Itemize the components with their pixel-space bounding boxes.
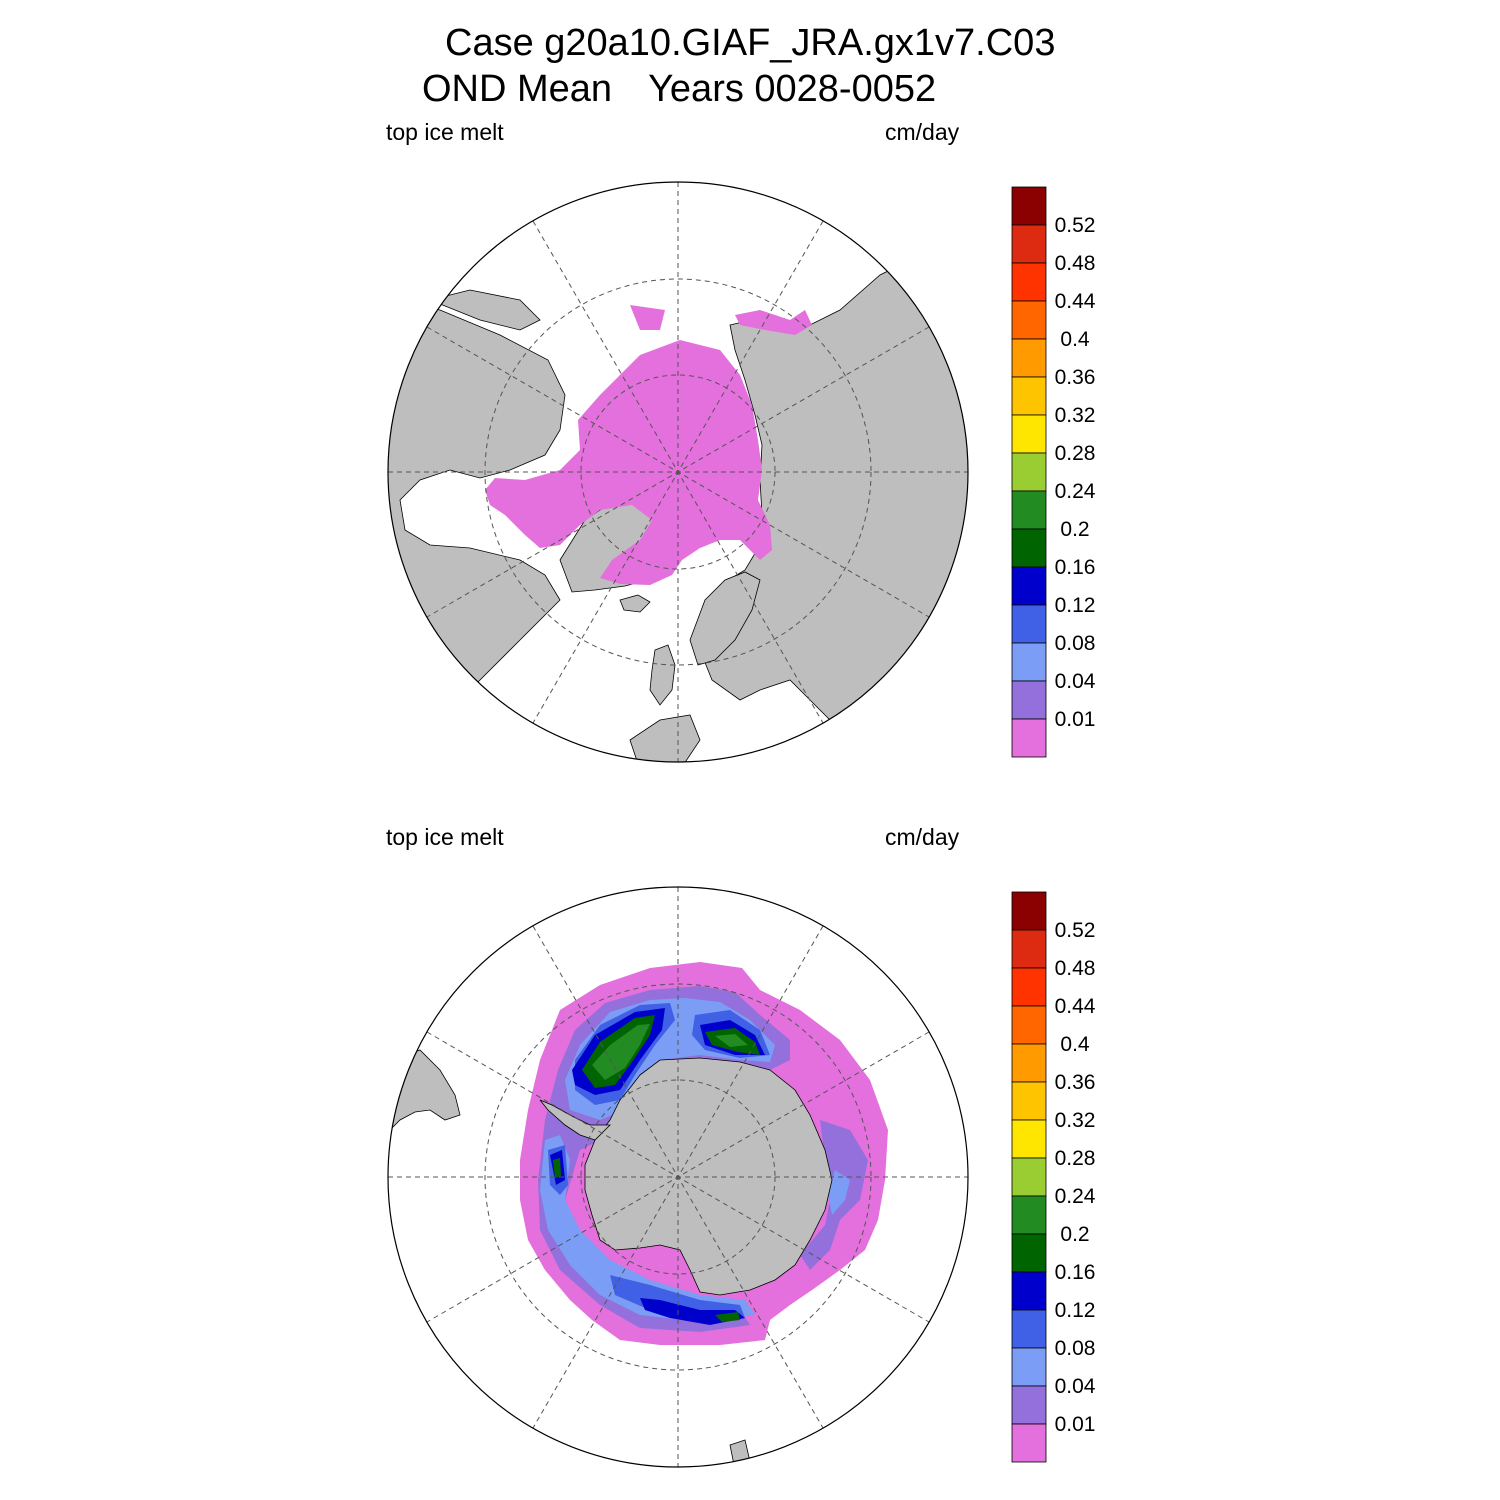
north-colorbar-tick-label: 0.12 [1055,594,1096,617]
south-colorbar-swatch [1011,1043,1047,1083]
north-graticule [388,182,968,762]
north-map-border [387,181,969,763]
season-label: OND Mean [422,68,613,110]
north-units-label: cm/day [885,119,960,145]
south-colorbar-tick-label: 0.32 [1055,1109,1096,1132]
north-colorbar-tick-label: 0.2 [1060,518,1089,541]
north-land-iceland [619,594,651,613]
north-colorbar-swatch [1011,680,1047,720]
south-ice-0.24 [592,1024,748,1080]
south-units-label: cm/day [885,824,960,850]
north-colorbar-tick-label: 0.32 [1055,404,1096,427]
north-land-africa-edge [629,714,701,762]
north-colorbar-tick-label: 0.4 [1060,328,1090,351]
south-colorbar-swatch [1011,1385,1047,1425]
north-colorbar-swatch [1011,338,1047,378]
north-colorbar-tick-label: 0.08 [1055,632,1096,655]
north-sea-ice [485,340,772,585]
south-variable-label: top ice melt [386,824,504,850]
north-colorbar-swatch [1011,376,1047,416]
north-sea-ice-bering [630,305,665,330]
south-colorbar-swatch [1011,1005,1047,1045]
south-colorbar-swatch [1011,1157,1047,1197]
south-colorbar-swatch [1011,1347,1047,1387]
south-colorbar-tick-label: 0.08 [1055,1337,1096,1360]
north-colorbar-swatch [1011,300,1047,340]
north-colorbar-tick-label: 0.01 [1055,708,1096,731]
north-colorbar-swatch [1011,528,1047,568]
south-colorbar-tick-label: 0.01 [1055,1413,1096,1436]
north-land-alaska-tip [428,289,541,331]
south-colorbar-swatch [1011,967,1047,1007]
south-colorbar-swatch [1011,1119,1047,1159]
north-colorbar-swatch [1011,224,1047,264]
south-colorbar-tick-label: 0.2 [1060,1223,1089,1246]
north-colorbar: 0.52 0.48 0.44 0.4 0.36 0.32 0.28 0.24 0.2 0.16 0.… [1011,186,1096,758]
north-colorbar-swatch [1011,604,1047,644]
north-colorbar-tick-label: 0.04 [1055,670,1096,693]
figure-title-period: OND Mean Years 0028-0052 [422,70,936,108]
south-colorbar-tick-label: 0.36 [1055,1071,1096,1094]
south-land-peninsula [539,1099,611,1141]
south-colorbar-tick-label: 0.28 [1055,1147,1096,1170]
north-land-uk [649,644,676,706]
south-colorbar-swatch [1011,1309,1047,1349]
south-colorbar-tick-label: 0.04 [1055,1375,1096,1398]
north-colorbar-swatch [1011,414,1047,454]
figure-title-case: Case g20a10.GIAF_JRA.gx1v7.C03 [445,22,1056,64]
north-colorbar-swatch [1011,452,1047,492]
north-colorbar-tick-label: 0.52 [1055,214,1096,237]
south-colorbar-swatch [1011,1233,1047,1273]
north-polar-map [387,181,969,763]
years-label: Years 0028-0052 [648,68,937,110]
south-colorbar-tick-label: 0.12 [1055,1299,1096,1322]
south-graticule [388,887,968,1467]
south-colorbar-tick-label: 0.4 [1060,1033,1090,1056]
north-variable-label: top ice melt [386,119,504,145]
south-colorbar-tick-label: 0.44 [1055,995,1096,1018]
north-colorbar-tick-label: 0.44 [1055,290,1096,313]
south-colorbar-tick-label: 0.48 [1055,957,1096,980]
north-colorbar-tick-label: 0.36 [1055,366,1096,389]
south-land-antarctica [584,1057,833,1296]
north-colorbar-tick-label: 0.24 [1055,480,1096,503]
north-colorbar-swatch [1011,642,1047,682]
north-colorbar-swatch [1011,490,1047,530]
south-ice-0.16 [550,1008,765,1325]
north-sea-ice-okhotsk [735,310,812,335]
north-colorbar-swatch [1011,186,1047,226]
south-colorbar-swatch [1011,1081,1047,1121]
south-colorbar-swatch [1011,1195,1047,1235]
north-colorbar-tick-label: 0.16 [1055,556,1096,579]
south-colorbar-swatch [1011,929,1047,969]
south-colorbar-tick-label: 0.52 [1055,919,1096,942]
south-polar-map [387,886,969,1468]
south-colorbar-tick-label: 0.24 [1055,1185,1096,1208]
south-colorbar-tick-label: 0.16 [1055,1261,1096,1284]
south-colorbar: 0.52 0.48 0.44 0.4 0.36 0.32 0.28 0.24 0.2 0.16 0.… [1011,891,1096,1463]
north-colorbar-swatch [1011,566,1047,606]
south-colorbar-swatch [1011,1423,1047,1463]
north-colorbar-tick-label: 0.48 [1055,252,1096,275]
north-colorbar-tick-label: 0.28 [1055,442,1096,465]
south-colorbar-swatch [1011,891,1047,931]
south-map-border [387,886,969,1468]
north-colorbar-swatch [1011,262,1047,302]
north-colorbar-swatch [1011,718,1047,758]
south-colorbar-swatch [1011,1271,1047,1311]
